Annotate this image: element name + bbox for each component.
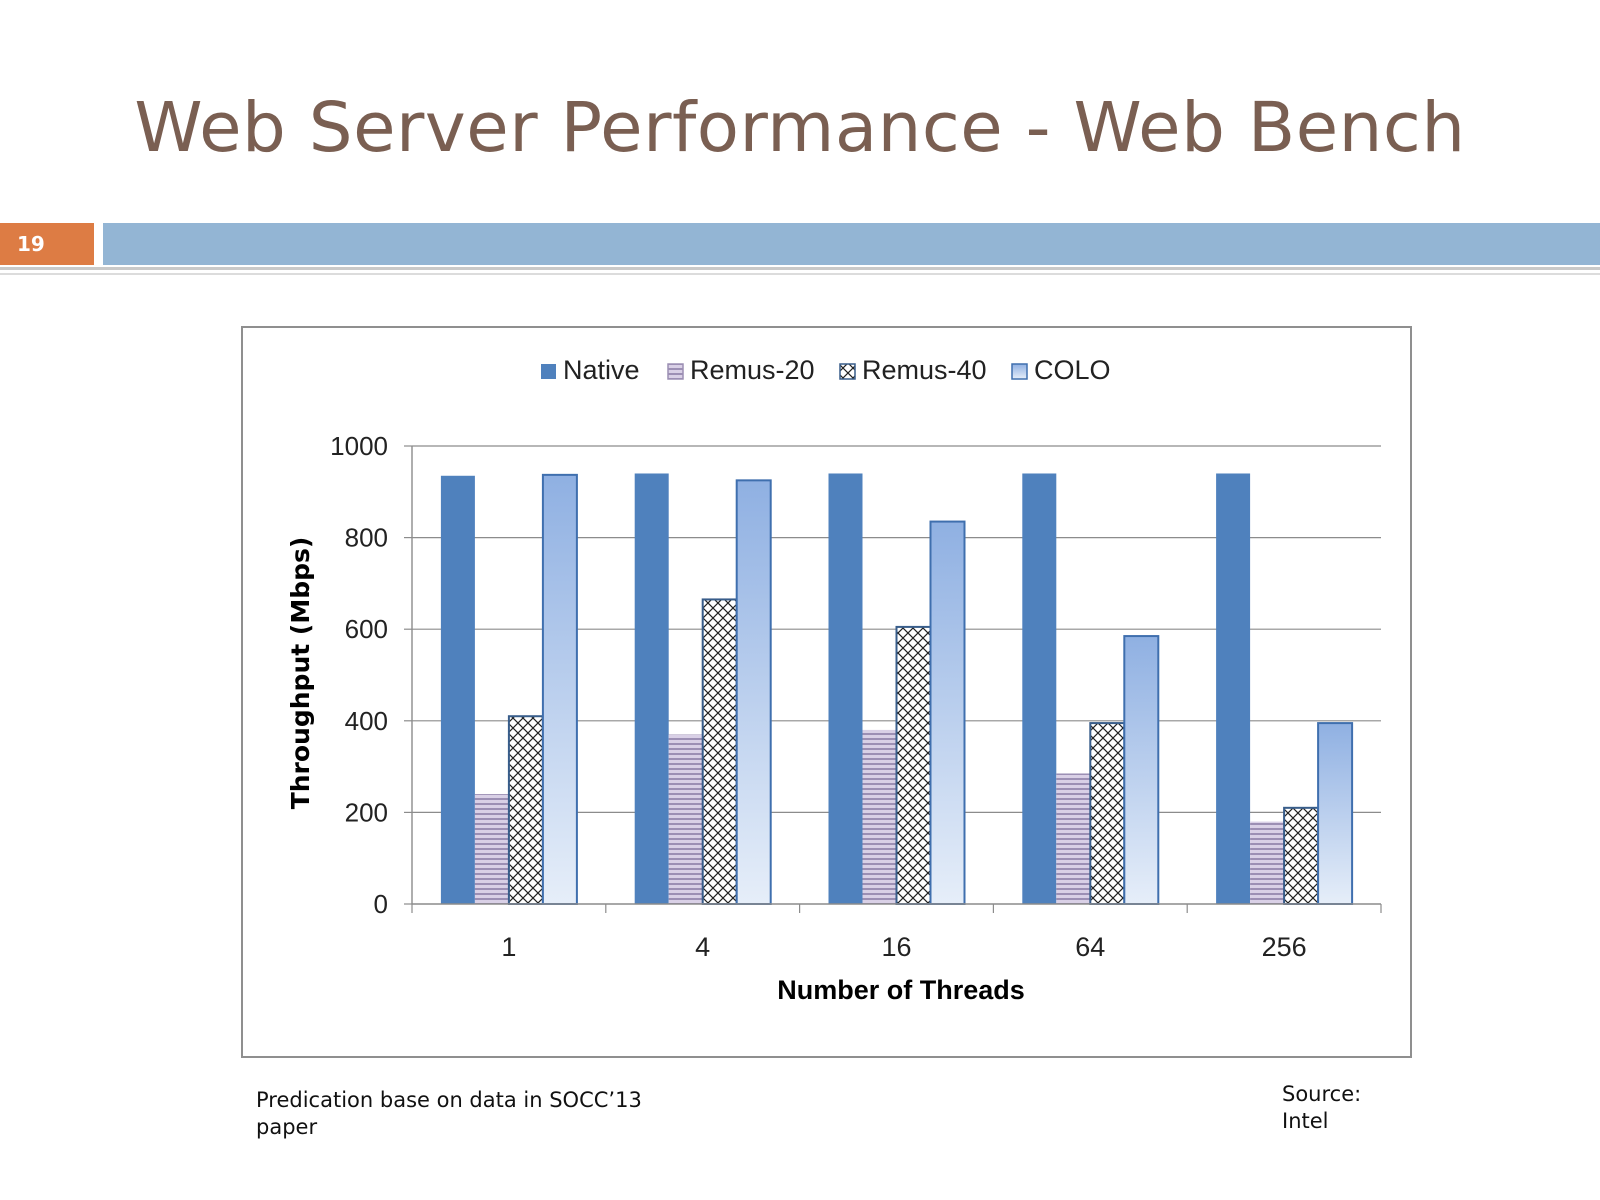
divider-line [0,267,1600,270]
bar-remus-40-1 [507,715,544,905]
bar-colo-64 [1123,635,1160,905]
divider-line-secondary [0,273,1600,275]
legend-swatch-remus-40 [839,363,856,380]
bar-remus-20-4 [668,734,703,904]
bar-chart: 0 200 400 600 800 1000 1 4 16 64 256 Native Remus-2… [286,355,1382,1005]
bar-native-1 [440,475,475,904]
bar-remus-20-256 [1250,821,1285,904]
y-tick-label: 400 [345,706,388,736]
bar-native-16 [828,473,863,904]
legend-swatch-colo [1011,363,1028,380]
legend-swatch-remus-20 [667,363,684,380]
y-axis-label: Throughput (Mbps) [286,537,315,810]
bar-remus-20-16 [862,729,897,904]
bar-remus-40-256 [1283,806,1320,906]
slide-number: 19 [0,223,94,265]
x-tick-label: 64 [1075,932,1105,962]
legend-swatch-native [541,364,556,379]
footnote-left: Predication base on data in SOCC’13 pape… [256,1088,642,1139]
legend-label-colo: COLO [1034,355,1111,385]
bar-colo-16 [929,520,966,905]
bar-remus-20-64 [1056,773,1091,904]
bar-native-4 [634,473,669,904]
y-tick-label: 1000 [330,431,388,461]
x-tick-label: 1 [501,932,516,962]
legend-label-native: Native [563,355,640,385]
x-tick-label: 4 [695,932,710,962]
y-tick-label: 200 [345,797,388,827]
y-tick-label: 600 [345,614,388,644]
footnote-source: Source: Intel [1282,1082,1362,1133]
bar-colo-4 [735,479,772,905]
y-tick-label: 0 [374,889,388,919]
x-tick-label: 16 [881,932,911,962]
x-axis-label: Number of Threads [777,975,1025,1005]
legend-label-remus-40: Remus-40 [862,355,987,385]
bar-colo-1 [541,473,578,905]
slide-title: Web Server Performance - Web Bench [134,88,1466,168]
chart-frame: 0 200 400 600 800 1000 1 4 16 64 256 Native Remus-2… [241,326,1412,1058]
bar-remus-40-64 [1089,722,1126,905]
bar-remus-40-4 [701,598,738,905]
legend-label-remus-20: Remus-20 [690,355,815,385]
title-bar [103,223,1600,265]
bar-remus-40-16 [895,625,932,905]
bar-remus-20-1 [474,794,509,904]
bar-native-64 [1022,473,1057,904]
y-tick-label: 800 [345,523,388,553]
bar-colo-256 [1317,722,1354,905]
x-tick-label: 256 [1262,932,1307,962]
bar-native-256 [1216,473,1251,904]
